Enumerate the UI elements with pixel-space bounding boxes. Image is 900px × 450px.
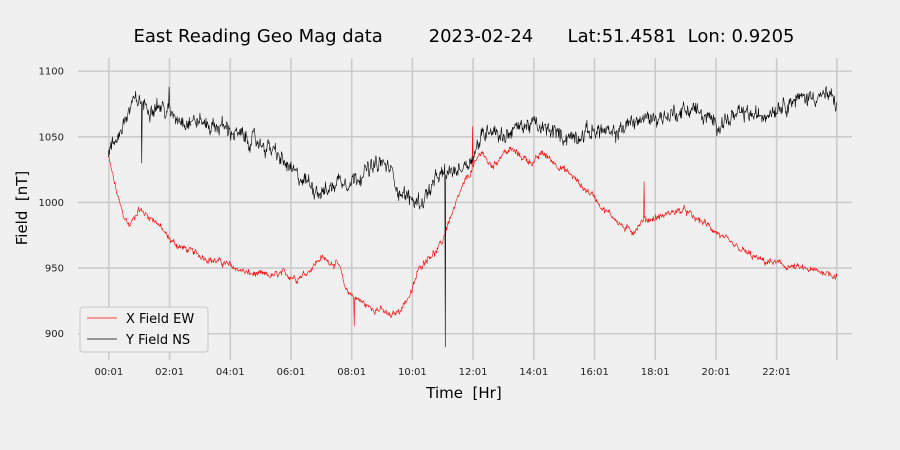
x-tick-label: 18:01 [641,367,670,378]
x-tick-label: 22:01 [762,367,791,378]
y-tick-labels: 900 950 1000 1050 1100 [39,67,64,341]
grid [78,58,852,360]
y-tick-label: 1100 [39,67,64,78]
y-axis-label: Field [nT] [13,171,31,246]
legend-label-y-field: Y Field NS [125,333,190,348]
x-axis-label: Time [Hr] [425,384,501,402]
x-tick-label: 08:01 [337,367,366,378]
x-tick-label: 16:01 [580,367,609,378]
x-tick-label: 20:01 [702,367,731,378]
y-tick-label: 1050 [39,132,64,143]
x-tick-labels: 00:01 02:01 04:01 06:01 08:01 10:01 12:01 14:01… [94,367,791,378]
y-tick-label: 900 [45,329,64,340]
x-tick-label: 14:01 [519,367,548,378]
x-tick-label: 04:01 [216,367,245,378]
x-tick-label: 10:01 [398,367,427,378]
y-field-ns-line [108,86,838,348]
x-tick-label: 02:01 [155,367,184,378]
y-tick-label: 1000 [39,198,64,209]
chart-title: East Reading Geo Mag data 2023-02-24 Lat… [133,26,794,47]
x-tick-label: 06:01 [277,367,306,378]
legend: X Field EW Y Field NS [79,306,209,353]
x-tick-label: 12:01 [459,367,488,378]
legend-label-x-field: X Field EW [126,312,194,327]
y-tick-label: 950 [45,264,64,275]
x-field-ew-line [108,125,838,327]
series-lines [108,86,838,348]
x-tick-label: 00:01 [94,367,123,378]
